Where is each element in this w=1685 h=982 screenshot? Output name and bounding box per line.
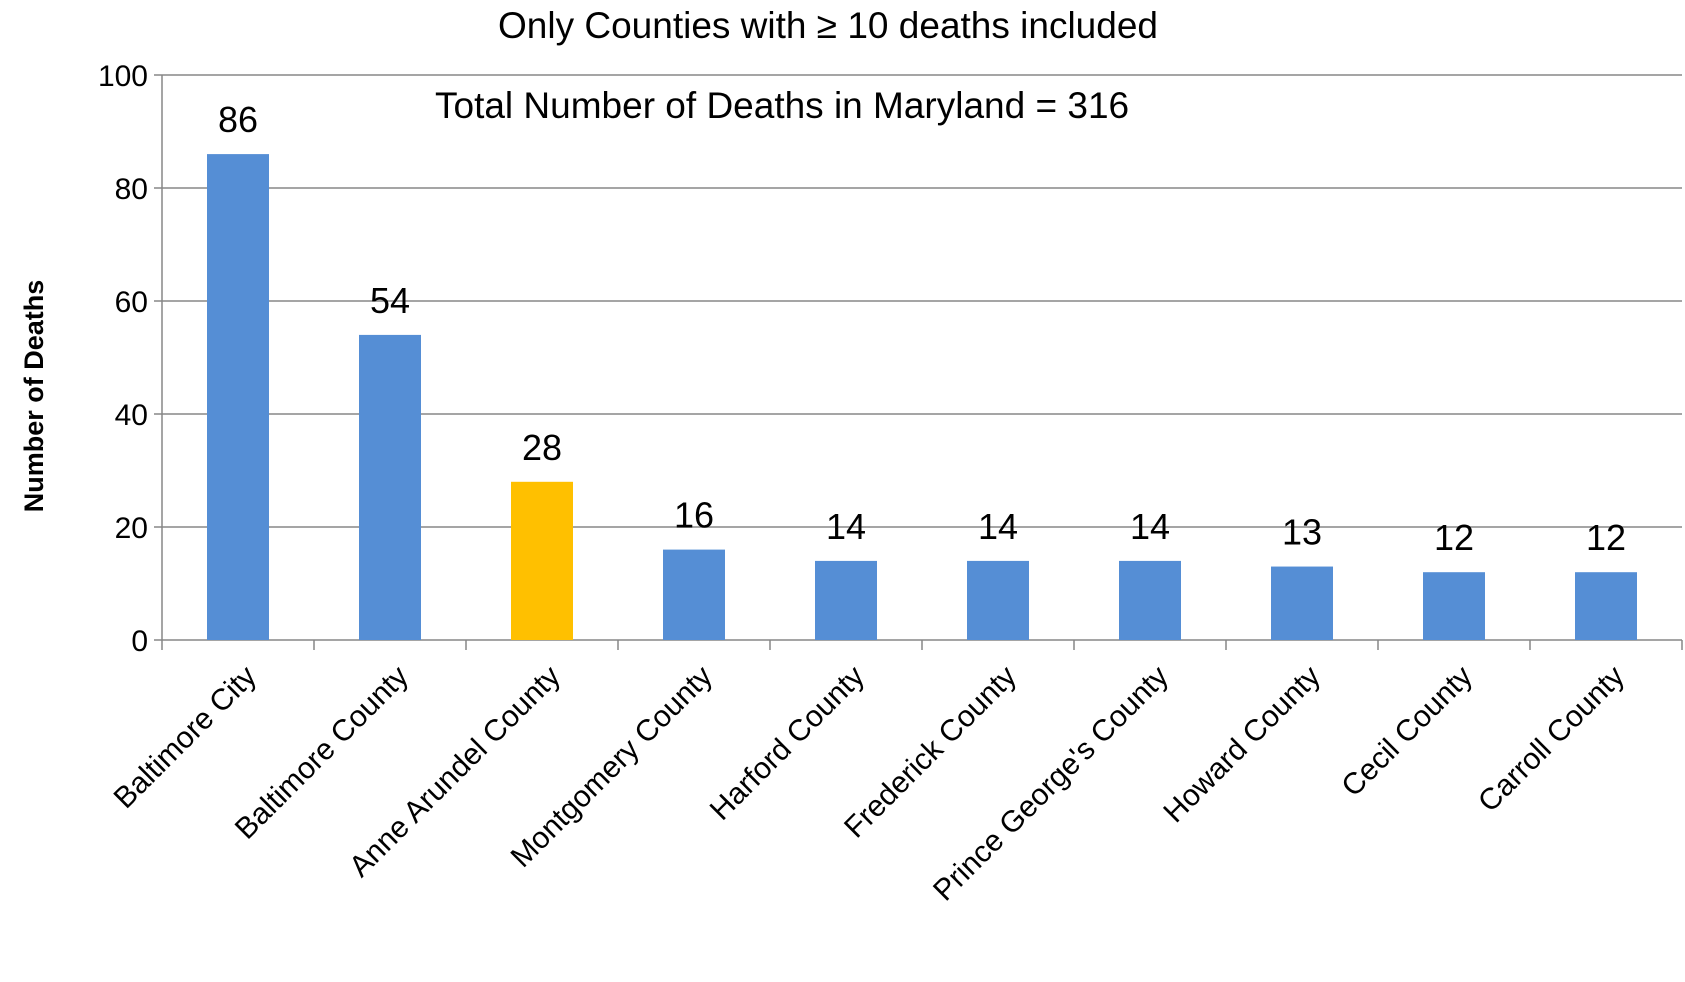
data-label: 54 — [370, 280, 410, 321]
data-label: 12 — [1434, 517, 1474, 558]
bars — [207, 154, 1637, 640]
chart-subtitle: Only Counties with ≥ 10 deaths included — [498, 5, 1158, 46]
bar — [1423, 572, 1485, 640]
bar — [207, 154, 269, 640]
data-label: 12 — [1586, 517, 1626, 558]
data-labels: 86 54 28 16 14 14 14 13 12 12 — [218, 99, 1626, 558]
data-label: 14 — [1130, 506, 1170, 547]
y-tick-label: 60 — [115, 286, 148, 319]
y-tick-label: 80 — [115, 173, 148, 206]
x-tick-label: Harford County — [704, 660, 871, 827]
bar — [1575, 572, 1637, 640]
y-tick-label: 20 — [115, 512, 148, 545]
bar — [663, 549, 725, 640]
data-label: 28 — [522, 427, 562, 468]
total-deaths-annotation: Total Number of Deaths in Maryland = 316 — [435, 85, 1129, 126]
x-tick-label: Cecil County — [1335, 660, 1479, 804]
bar — [815, 560, 877, 640]
x-tick-label: Howard County — [1157, 660, 1327, 830]
y-tick-label: 0 — [131, 625, 148, 658]
bar — [1271, 566, 1333, 640]
y-axis-label: Number of Deaths — [19, 280, 49, 513]
data-label: 16 — [674, 495, 714, 536]
bar — [1119, 560, 1181, 640]
data-label: 86 — [218, 99, 258, 140]
bar — [511, 481, 573, 640]
x-tick-label: Baltimore City — [108, 660, 263, 815]
data-label: 14 — [978, 506, 1018, 547]
data-label: 14 — [826, 506, 866, 547]
y-tick-label: 40 — [115, 399, 148, 432]
y-tick-labels: 0 20 40 60 80 100 — [98, 60, 148, 658]
bar — [359, 334, 421, 640]
bar — [967, 560, 1029, 640]
y-tick-label: 100 — [98, 60, 148, 93]
data-label: 13 — [1282, 512, 1322, 553]
x-tick-label: Carroll County — [1472, 660, 1631, 819]
